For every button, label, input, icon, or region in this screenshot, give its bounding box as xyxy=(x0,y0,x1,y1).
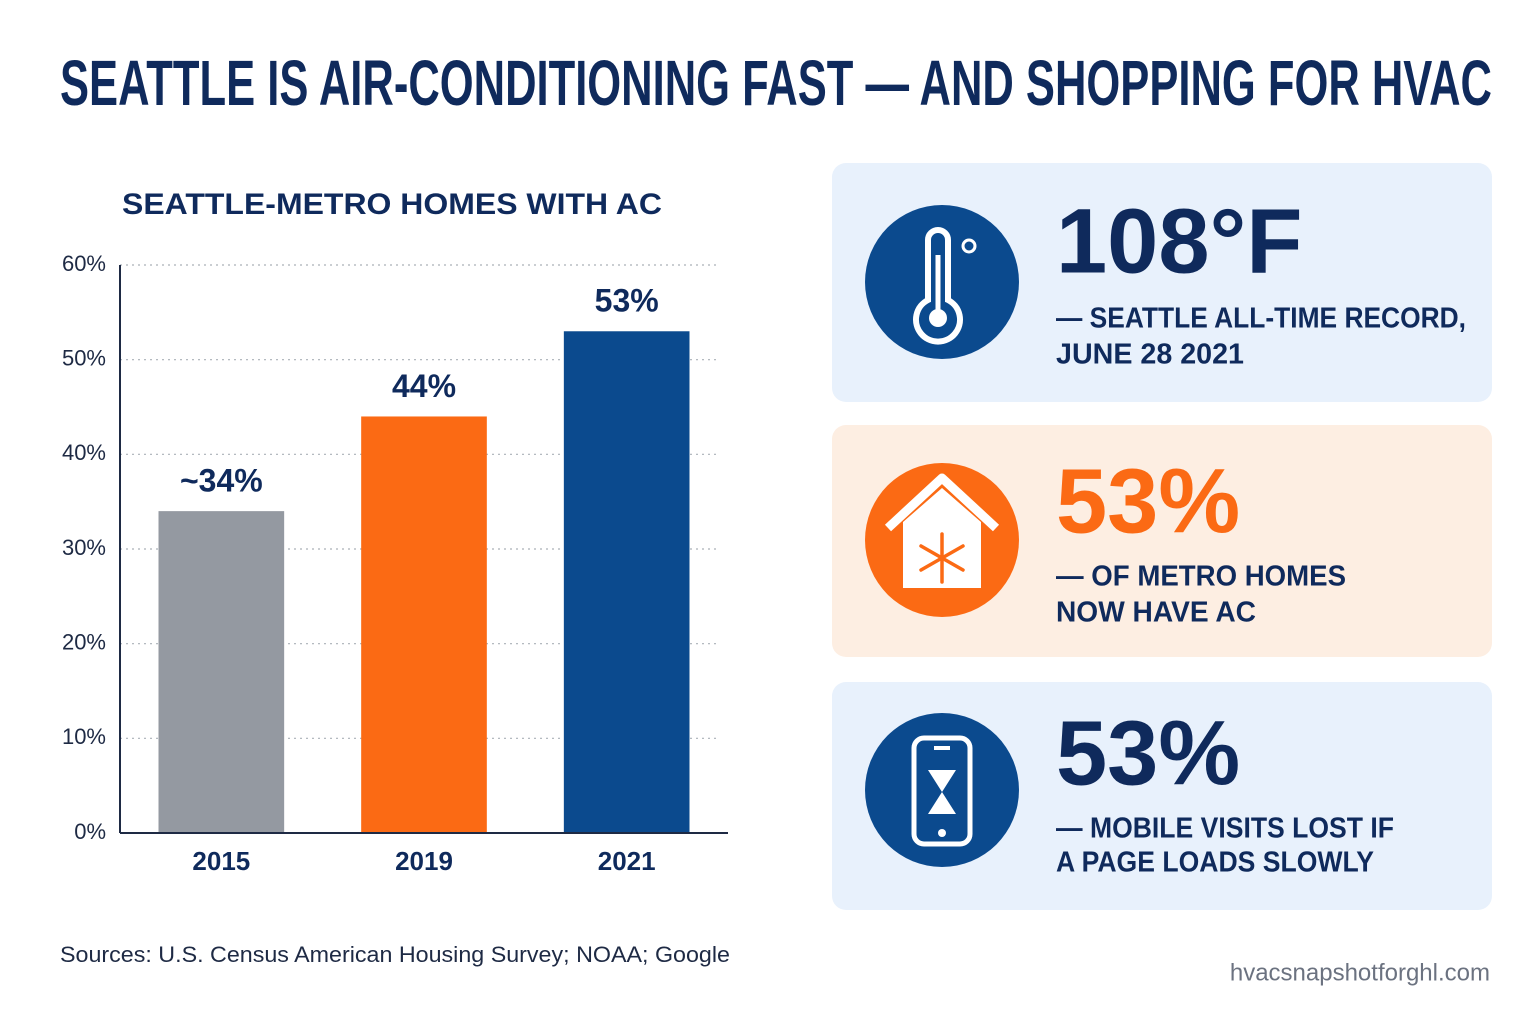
y-tick-label: 0% xyxy=(74,819,106,844)
y-tick-label: 50% xyxy=(62,345,106,370)
stat: 108°F xyxy=(1056,190,1303,292)
stat-caption: — OF METRO HOMES xyxy=(1056,561,1346,593)
bar xyxy=(361,416,487,833)
value-label: ~34% xyxy=(180,463,263,499)
phone-icon xyxy=(865,713,1019,867)
y-tick-label: 10% xyxy=(62,724,106,749)
chart-title: SEATTLE-METRO HOMES WITH AC xyxy=(122,188,662,221)
bar xyxy=(158,511,285,833)
card xyxy=(832,425,1492,657)
stat-caption: NOW HAVE AC xyxy=(1056,597,1256,629)
x-tick-label: 2019 xyxy=(395,846,453,876)
footer-url: hvacsnapshotforghl.com xyxy=(1230,959,1490,986)
y-tick-label: 30% xyxy=(62,535,106,560)
y-tick-label: 40% xyxy=(62,440,106,465)
bar xyxy=(563,331,690,833)
y-tick-label: 20% xyxy=(62,629,106,654)
card xyxy=(832,163,1492,402)
value-label: 44% xyxy=(392,368,456,404)
stat-caption: — MOBILE VISITS LOST IF xyxy=(1056,813,1394,845)
page-title: SEATTLE IS AIR-CONDITIONING FAST — AND S… xyxy=(60,47,1492,119)
value-label: 53% xyxy=(595,283,659,319)
stat-caption: JUNE 28 2021 xyxy=(1056,339,1244,371)
x-tick-label: 2021 xyxy=(598,846,656,876)
stat: 53% xyxy=(1056,702,1240,804)
stat: 53% xyxy=(1056,450,1240,552)
house-icon xyxy=(865,463,1019,617)
sources: Sources: U.S. Census American Housing Su… xyxy=(60,942,730,967)
x-tick-label: 2015 xyxy=(192,846,250,876)
stat-caption: — SEATTLE ALL-TIME RECORD, xyxy=(1056,303,1466,335)
stat-caption: A PAGE LOADS SLOWLY xyxy=(1056,847,1374,879)
y-tick-label: 60% xyxy=(62,251,106,276)
thermometer-icon xyxy=(865,205,1019,359)
